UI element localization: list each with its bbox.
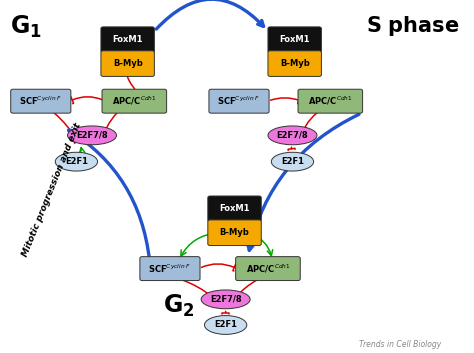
Text: B-Myb: B-Myb [113, 59, 143, 68]
Text: E2F7/8: E2F7/8 [210, 295, 241, 304]
Ellipse shape [201, 290, 250, 309]
Text: FoxM1: FoxM1 [219, 204, 250, 213]
FancyBboxPatch shape [101, 27, 155, 53]
Text: $\mathbf{G_2}$: $\mathbf{G_2}$ [163, 293, 195, 319]
FancyBboxPatch shape [268, 27, 321, 53]
Ellipse shape [67, 126, 117, 145]
Text: APC/C$^{Cdh1}$: APC/C$^{Cdh1}$ [112, 95, 157, 107]
Ellipse shape [268, 126, 317, 145]
FancyBboxPatch shape [11, 89, 71, 113]
FancyBboxPatch shape [236, 257, 300, 281]
Text: B-Myb: B-Myb [280, 59, 310, 68]
Text: E2F1: E2F1 [65, 157, 88, 166]
Text: $\mathbf{G_1}$: $\mathbf{G_1}$ [9, 14, 42, 40]
Ellipse shape [204, 316, 247, 334]
Text: SCF$^{Cyclin\ F}$: SCF$^{Cyclin\ F}$ [148, 262, 191, 275]
FancyBboxPatch shape [102, 89, 167, 113]
Text: SCF$^{Cyclin\ F}$: SCF$^{Cyclin\ F}$ [19, 95, 63, 107]
Text: APC/C$^{Cdh1}$: APC/C$^{Cdh1}$ [308, 95, 353, 107]
FancyBboxPatch shape [208, 196, 261, 222]
FancyBboxPatch shape [268, 51, 321, 76]
Text: E2F7/8: E2F7/8 [76, 131, 108, 140]
Text: B-Myb: B-Myb [219, 228, 249, 237]
Ellipse shape [55, 152, 98, 171]
FancyBboxPatch shape [209, 89, 269, 113]
Text: Trends in Cell Biology: Trends in Cell Biology [359, 340, 442, 349]
Text: E2F1: E2F1 [281, 157, 304, 166]
Text: E2F7/8: E2F7/8 [277, 131, 308, 140]
Text: APC/C$^{Cdh1}$: APC/C$^{Cdh1}$ [246, 262, 290, 275]
FancyBboxPatch shape [298, 89, 363, 113]
Text: FoxM1: FoxM1 [112, 35, 143, 44]
Text: E2F1: E2F1 [214, 321, 237, 329]
Text: $\mathbf{S\ phase}$: $\mathbf{S\ phase}$ [366, 14, 459, 38]
Text: SCF$^{Cyclin\ F}$: SCF$^{Cyclin\ F}$ [218, 95, 261, 107]
FancyBboxPatch shape [140, 257, 200, 281]
FancyBboxPatch shape [208, 220, 261, 246]
Text: FoxM1: FoxM1 [280, 35, 310, 44]
FancyBboxPatch shape [101, 51, 155, 76]
Text: Mitotic progression and exit: Mitotic progression and exit [21, 122, 83, 258]
Ellipse shape [271, 152, 314, 171]
